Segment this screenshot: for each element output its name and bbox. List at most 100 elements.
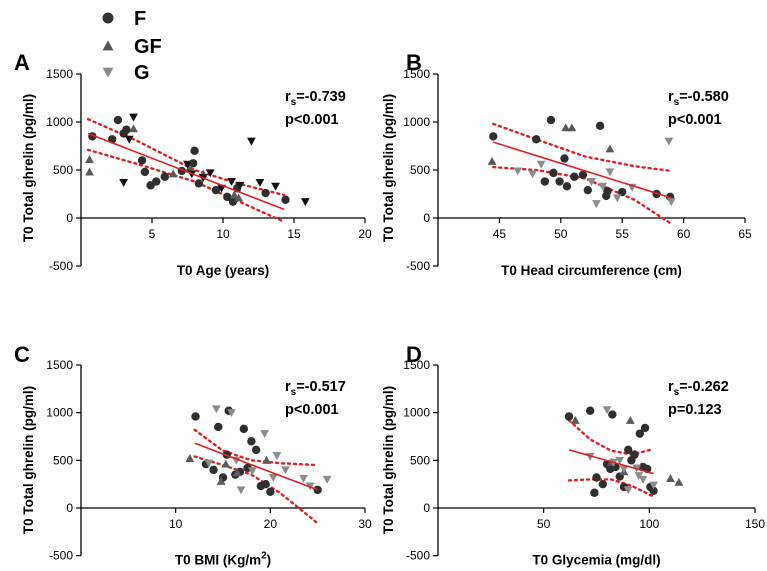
ci-upper-band bbox=[567, 419, 655, 456]
y-tick-label: -500 bbox=[406, 259, 430, 273]
stat-r-subscript: s bbox=[674, 97, 680, 108]
point-f bbox=[214, 422, 223, 432]
point-g bbox=[129, 113, 138, 122]
x-axis-label: T0 Head circumference (cm) bbox=[501, 263, 682, 278]
point-g bbox=[623, 486, 633, 495]
x-tick-label: 60 bbox=[677, 227, 691, 241]
point-g bbox=[124, 135, 134, 144]
legend-marker-triangle bbox=[102, 67, 114, 78]
point-f bbox=[630, 450, 639, 459]
point-g bbox=[236, 486, 246, 495]
point-f bbox=[564, 412, 574, 421]
point-f bbox=[618, 187, 627, 197]
panel-letter: B bbox=[406, 50, 422, 75]
y-tick-label: 0 bbox=[66, 211, 73, 225]
point-f bbox=[122, 125, 131, 134]
point-g bbox=[300, 198, 310, 207]
y-tick-label: -500 bbox=[49, 549, 73, 563]
point-g bbox=[638, 475, 648, 484]
stat-p: p<0.001 bbox=[668, 112, 722, 128]
regression-line bbox=[568, 449, 654, 475]
x-axis-label: T0 Age (years) bbox=[177, 263, 270, 278]
point-f bbox=[191, 412, 200, 421]
point-gf bbox=[567, 123, 577, 132]
legend-label-gf: GF bbox=[134, 36, 162, 58]
point-gf bbox=[487, 156, 497, 165]
point-f bbox=[649, 486, 658, 496]
regression-line bbox=[87, 132, 285, 211]
y-axis-label: T0 Total ghrelin (pg/ml) bbox=[381, 94, 396, 242]
point-f bbox=[211, 185, 221, 195]
point-g bbox=[227, 409, 236, 418]
point-f bbox=[247, 437, 256, 446]
stat-p: p=0.123 bbox=[668, 402, 722, 418]
y-tick-label: 1500 bbox=[403, 67, 430, 81]
point-g bbox=[615, 456, 625, 465]
stat-r-value: =-0.739 bbox=[296, 89, 346, 105]
x-tick-label: 50 bbox=[554, 227, 568, 241]
point-f bbox=[562, 182, 572, 191]
point-f bbox=[194, 179, 204, 188]
x-axis-label: T0 Glycemia (mg/dl) bbox=[532, 553, 660, 568]
x-tick-label: 45 bbox=[493, 227, 507, 241]
point-gf bbox=[262, 455, 271, 464]
stat-r-subscript: s bbox=[291, 97, 297, 108]
y-tick-label: -500 bbox=[406, 549, 430, 563]
stat-r-value: =-0.262 bbox=[679, 379, 729, 395]
legend-label-f: F bbox=[134, 8, 146, 30]
panel-letter: C bbox=[14, 342, 30, 367]
y-tick-label: 0 bbox=[423, 211, 430, 225]
stat-r: rs=-0.739 bbox=[285, 89, 346, 108]
y-tick-label: 1500 bbox=[403, 358, 430, 372]
point-gf bbox=[129, 124, 138, 133]
point-g bbox=[664, 137, 674, 146]
panel-letter: D bbox=[406, 342, 422, 367]
ci-lower-band bbox=[492, 165, 673, 225]
point-f bbox=[209, 465, 218, 475]
point-gf bbox=[666, 474, 675, 482]
stat-r: rs=-0.262 bbox=[668, 379, 729, 398]
point-f bbox=[113, 115, 123, 125]
stat-r-subscript: s bbox=[291, 387, 297, 398]
point-gf bbox=[168, 169, 178, 178]
ci-upper-band bbox=[86, 117, 286, 197]
x-tick-label: 10 bbox=[169, 517, 183, 531]
x-axis-label-end: ) bbox=[267, 553, 272, 568]
point-g bbox=[247, 467, 257, 476]
point-g bbox=[587, 178, 596, 186]
x-tick-label: 30 bbox=[358, 517, 372, 531]
point-gf bbox=[232, 468, 242, 477]
panel-b: B -500 0 500 1000 1500 45 50 55 60 65 T0 Total ghre… bbox=[381, 50, 752, 278]
point-g bbox=[260, 430, 270, 439]
stat-r: rs=-0.517 bbox=[285, 379, 346, 398]
stat-p: p<0.001 bbox=[285, 112, 339, 128]
y-axis-label: T0 Total ghrelin (pg/ml) bbox=[381, 386, 396, 534]
point-g bbox=[602, 406, 612, 415]
y-tick-label: 500 bbox=[53, 453, 73, 467]
point-f bbox=[595, 121, 605, 131]
point-gf bbox=[85, 167, 94, 176]
point-g bbox=[205, 169, 215, 178]
point-f bbox=[608, 410, 617, 419]
point-f bbox=[540, 177, 550, 186]
point-f bbox=[560, 154, 569, 163]
point-f bbox=[261, 188, 270, 198]
point-g bbox=[619, 465, 629, 474]
point-gf bbox=[216, 476, 226, 485]
y-axis-label: T0 Total ghrelin (pg/ml) bbox=[21, 94, 36, 242]
point-f bbox=[261, 479, 270, 489]
point-f bbox=[570, 172, 579, 181]
point-f bbox=[489, 132, 498, 141]
point-gf bbox=[234, 193, 244, 202]
point-gf bbox=[185, 454, 195, 462]
point-g bbox=[528, 170, 537, 179]
x-tick-label: 20 bbox=[358, 227, 372, 241]
x-axis-label: T0 BMI (Kg/m2) bbox=[175, 551, 271, 568]
point-g bbox=[271, 182, 280, 191]
point-f bbox=[532, 135, 541, 144]
point-gf bbox=[561, 123, 571, 132]
legend-label-g: G bbox=[134, 62, 150, 84]
regression-line bbox=[493, 141, 672, 199]
point-f bbox=[251, 445, 261, 455]
ci-upper-band bbox=[193, 428, 319, 467]
